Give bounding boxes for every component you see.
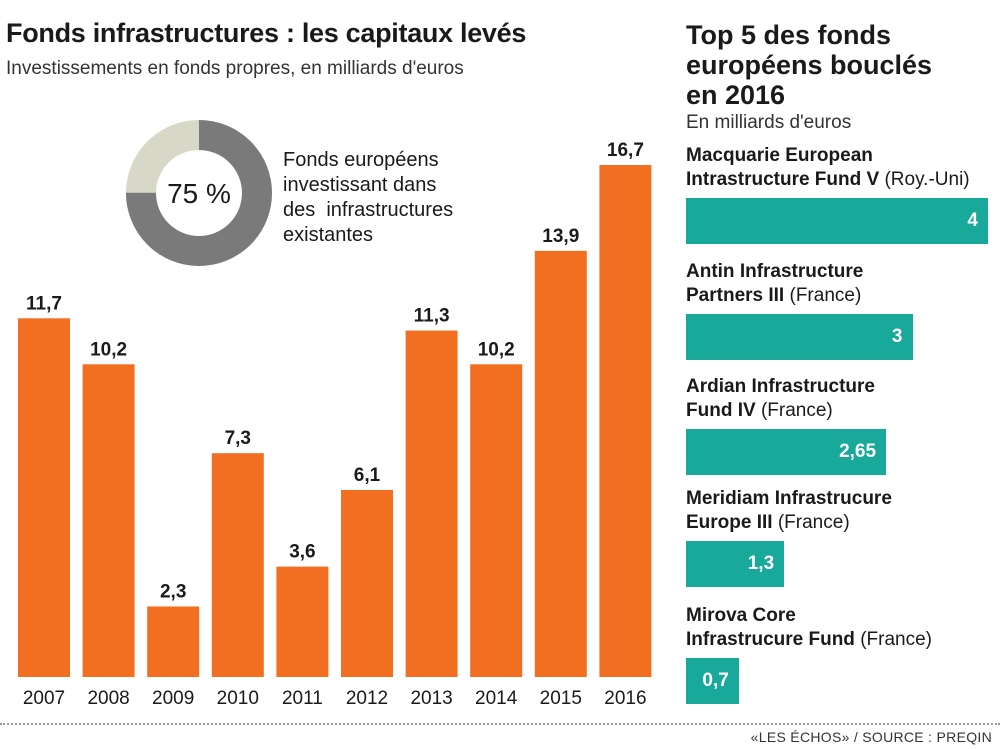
fund-value: 1,3: [747, 553, 775, 574]
fund-bar: 2,65: [686, 429, 887, 475]
fund-name-part: Europe III: [686, 512, 773, 533]
fund-bar: 1,3: [686, 541, 785, 587]
side-chart-title: Top 5 des fonds européens bouclés en 201…: [686, 20, 986, 110]
bar-2011: [276, 566, 329, 677]
bars-group: 11,7 2007 10,2 2008 2,3 2009 7,3 2010 3,6 2011 6,1…: [18, 140, 652, 709]
fund-name-line: Ardian Infrastructure: [686, 376, 875, 397]
chart-subtitle: Investissements en fonds propres, en mil…: [6, 58, 464, 79]
bar-value-label: 3,6: [289, 542, 315, 563]
side-title-line: Top 5 des fonds: [686, 20, 892, 50]
fund-name-line: Intrastructure Fund V (Roy.-Uni): [686, 168, 996, 192]
fund-country: (France): [860, 629, 932, 650]
fund-item: Meridiam Infrastrucure Europe III (Franc…: [686, 487, 996, 587]
x-tick-label: 2012: [346, 688, 388, 709]
fund-name-line: Macquarie European: [686, 145, 873, 166]
fund-name-line: Fund IV (France): [686, 399, 996, 423]
bar-2008: [82, 364, 135, 677]
x-tick-label: 2009: [152, 688, 194, 709]
bar-value-label: 7,3: [225, 428, 251, 449]
fund-name-line: Europe III (France): [686, 511, 996, 535]
bar-2007: [18, 318, 70, 677]
x-tick-label: 2010: [217, 688, 259, 709]
fund-item: Antin Infrastructure Partners III (Franc…: [686, 260, 996, 360]
donut-label-line: existantes: [283, 224, 374, 246]
fund-country: (France): [777, 512, 850, 533]
fund-value: 0,7: [702, 670, 729, 691]
fund-country: (France): [760, 400, 833, 421]
donut-label-line: investissant dans: [283, 174, 437, 196]
fund-bar: 3: [686, 314, 913, 360]
donut-main-slice: [126, 120, 272, 266]
donut-chart: 75 %: [126, 120, 272, 266]
bar-value-label: 10,2: [478, 339, 515, 360]
fund-name: Antin Infrastructure Partners III (Franc…: [686, 260, 996, 308]
fund-name-part: Intrastructure Fund V: [686, 169, 880, 190]
x-tick-label: 2015: [540, 688, 582, 709]
fund-name: Macquarie European Intrastructure Fund V…: [686, 144, 996, 192]
donut-label: Fonds européens investissant dans des in…: [283, 148, 503, 248]
bar-value-label: 10,2: [90, 339, 127, 360]
fund-value: 3: [891, 326, 903, 347]
x-tick-label: 2013: [410, 688, 452, 709]
bar-value-label: 16,7: [607, 140, 644, 161]
fund-name-line: Infrastrucure Fund (France): [686, 628, 996, 652]
fund-bar: 0,7: [686, 658, 739, 704]
bar-value-label: 11,7: [26, 293, 62, 314]
fund-value: 2,65: [839, 441, 877, 462]
chart-title: Fonds infrastructures : les capitaux lev…: [6, 18, 527, 48]
donut-percent-label: 75 %: [167, 178, 231, 209]
fund-name-line: Partners III (France): [686, 284, 996, 308]
fund-item: Macquarie European Intrastructure Fund V…: [686, 144, 996, 244]
x-tick-label: 2007: [23, 688, 65, 709]
annual-bar-chart: 11,7 2007 10,2 2008 2,3 2009 7,3 2010 3,6 2011 6,1…: [18, 120, 652, 709]
bar-2012: [341, 489, 393, 677]
bar-2016: [599, 165, 652, 677]
fund-country: (Roy.-Uni): [884, 169, 970, 190]
fund-name: Meridiam Infrastrucure Europe III (Franc…: [686, 487, 996, 535]
side-chart-subtitle: En milliards d'euros: [686, 112, 852, 133]
fund-name-part: Infrastrucure Fund: [686, 629, 855, 650]
x-tick-label: 2011: [282, 688, 323, 709]
fund-name: Mirova Core Infrastrucure Fund (France): [686, 604, 996, 652]
fund-item: Mirova Core Infrastrucure Fund (France) …: [686, 604, 996, 704]
footer-divider: [0, 723, 1000, 725]
fund-item: Ardian Infrastructure Fund IV (France) 2…: [686, 375, 996, 475]
bar-2009: [147, 606, 200, 677]
donut-label-line: Fonds européens: [283, 149, 439, 171]
fund-name-part: Fund IV: [686, 400, 756, 421]
side-title-line: en 2016: [686, 80, 786, 110]
fund-name-line: Mirova Core: [686, 605, 796, 626]
fund-name-part: Partners III: [686, 285, 785, 306]
bar-value-label: 6,1: [354, 465, 381, 486]
bar-value-label: 11,3: [414, 306, 450, 327]
x-tick-label: 2014: [475, 688, 518, 709]
x-tick-label: 2016: [604, 688, 646, 709]
fund-bar: 4: [686, 198, 988, 244]
bar-value-label: 13,9: [542, 226, 579, 247]
fund-name: Ardian Infrastructure Fund IV (France): [686, 375, 996, 423]
x-tick-label: 2008: [87, 688, 129, 709]
bar-value-label: 2,3: [160, 581, 186, 602]
bar-2010: [211, 453, 264, 677]
side-title-line: européens bouclés: [686, 50, 933, 80]
fund-name-line: Meridiam Infrastrucure: [686, 488, 892, 509]
bar-2013: [405, 330, 458, 677]
fund-country: (France): [789, 285, 862, 306]
source-credit: «LES ÉCHOS» / SOURCE : PREQIN: [750, 729, 992, 745]
bar-2015: [534, 250, 587, 678]
fund-value: 4: [967, 210, 978, 231]
donut-label-line: des infrastructures: [283, 199, 454, 221]
bar-2014: [470, 364, 523, 677]
fund-name-line: Antin Infrastructure: [686, 261, 864, 282]
